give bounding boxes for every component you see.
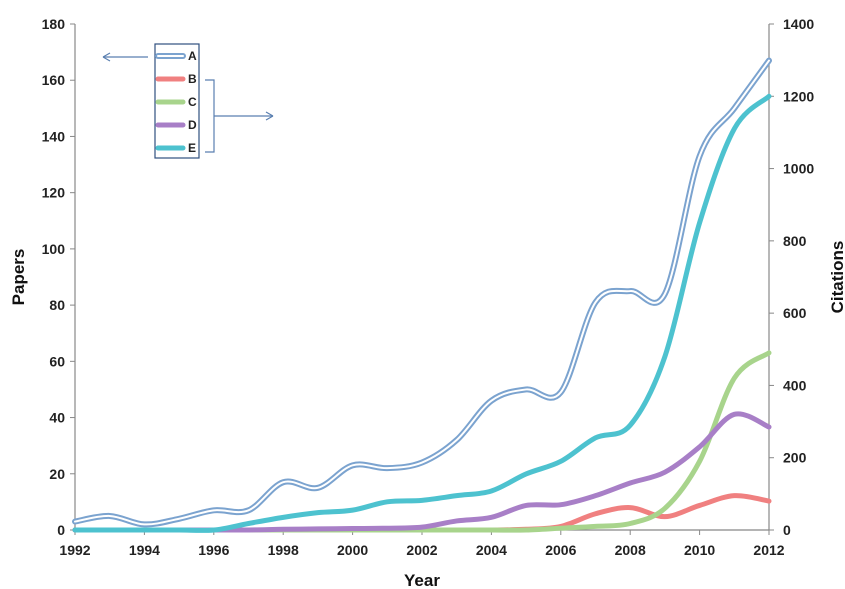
x-tick-label: 1996 [198, 542, 229, 558]
x-tick-label: 2002 [406, 542, 437, 558]
legend-entry-c: C [155, 95, 197, 109]
y-right-tick-label: 1200 [783, 88, 814, 104]
y-right-axis-title: Citations [828, 241, 845, 314]
series-a-line-inner [74, 59, 770, 526]
legend-label: D [188, 118, 197, 132]
y-left-tick-label: 120 [42, 185, 66, 201]
y-left-tick-label: 20 [49, 466, 65, 482]
legend-entry-a: A [155, 49, 197, 63]
y-left-tick-label: 60 [49, 353, 65, 369]
series-c-line [72, 350, 772, 533]
y-left-tick-label: 140 [42, 128, 66, 144]
x-tick-label: 2010 [684, 542, 715, 558]
series-d-line [72, 411, 772, 533]
axes: 1992 1994 1996 1998 2000 2002 2004 2006 2008 2010… [42, 16, 815, 558]
legend-label: C [188, 95, 197, 109]
y-left-tick-label: 180 [42, 16, 66, 32]
right-axis-pointer-arrowhead [265, 111, 274, 121]
x-tick-label: 2006 [545, 542, 576, 558]
y-left-tick-label: 80 [49, 297, 65, 313]
legend-entry-e: E [155, 141, 196, 155]
y-left-tick-label: 100 [42, 241, 66, 257]
y-right-tick-label: 200 [783, 450, 807, 466]
x-tick-label: 2012 [753, 542, 784, 558]
x-tick-label: 2000 [337, 542, 368, 558]
y-left-tick-label: 160 [42, 72, 66, 88]
x-tick-label: 1998 [268, 542, 299, 558]
x-axis-title: Year [404, 571, 440, 589]
y-left-tick-label: 0 [57, 522, 65, 538]
y-right-tick-label: 0 [783, 522, 791, 538]
x-tick-label: 1992 [59, 542, 90, 558]
x-tick-label: 1994 [129, 542, 160, 558]
legend-entry-d: D [155, 118, 197, 132]
y-left-axis-title: Papers [9, 249, 28, 306]
series-layer [72, 57, 772, 533]
y-right-tick-label: 800 [783, 233, 807, 249]
x-tick-label: 2004 [476, 542, 507, 558]
legend-label: B [188, 72, 197, 86]
x-tick-label: 2008 [615, 542, 646, 558]
y-right-tick-label: 1400 [783, 16, 814, 32]
right-series-bracket [205, 79, 215, 153]
legend-label: A [188, 49, 197, 63]
y-left-tick-label: 40 [49, 410, 65, 426]
series-e-line [72, 93, 772, 533]
y-right-tick-label: 400 [783, 377, 807, 393]
y-right-tick-label: 1000 [783, 161, 814, 177]
y-right-tick-label: 600 [783, 305, 807, 321]
legend-label: E [188, 141, 196, 155]
legend-entry-b: B [155, 72, 197, 86]
left-axis-pointer-arrowhead [102, 52, 111, 62]
